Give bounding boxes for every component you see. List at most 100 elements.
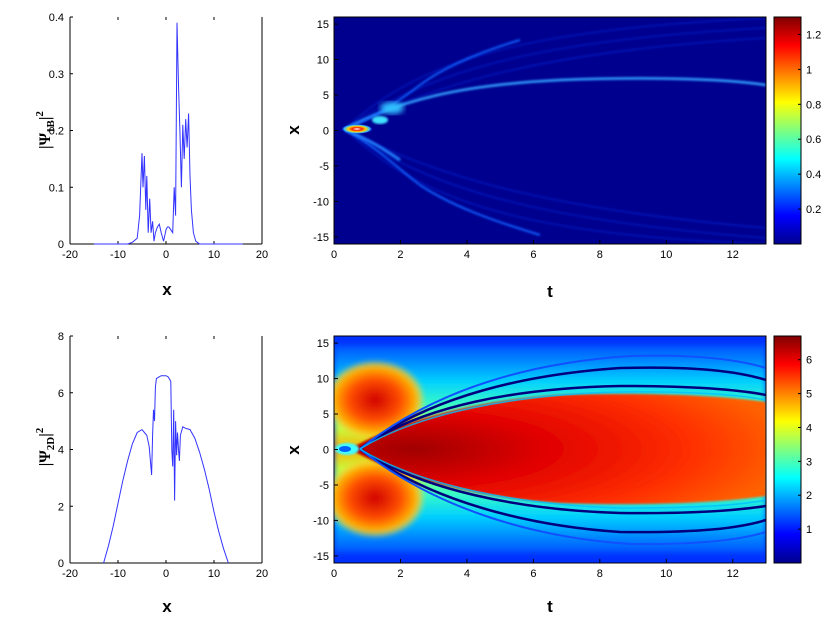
- h1-xtick-label: 12: [727, 249, 739, 261]
- p2-ytick-label: 2: [58, 501, 64, 513]
- heatmap-1b-background: [334, 17, 766, 244]
- colorbar-2d: 1 2 3 4 5 6: [773, 335, 812, 564]
- p1-xtick-label: -10: [110, 249, 126, 261]
- h1-ytick-label: 15: [317, 19, 329, 31]
- profile-1b-ylabel-base: |Ψ: [37, 132, 54, 149]
- heatmap-2d-y-ticks: -15 -10 -5 0 5 10 15: [313, 338, 338, 563]
- heatmap-2d: 0 2 4 6 8 10 12 -15 -10 -5 0 5 10 15 t x: [284, 335, 767, 616]
- p2-xtick-label: 0: [163, 568, 169, 580]
- h1-ytick-label: 10: [317, 55, 329, 67]
- p2-ytick-label: 4: [58, 445, 64, 457]
- profile-1b: -20 -10 0 10 20 0 0.1 0.2 0.3 0.4 x |Ψ1B|2: [34, 12, 268, 299]
- profile-1b-ylabel: |Ψ1B|2: [34, 111, 57, 149]
- p2-xtick-label: 20: [256, 568, 268, 580]
- colorbar-2d-gradient: [773, 335, 802, 564]
- profile-1b-axes: [69, 17, 263, 245]
- profile-2d-line: [103, 375, 229, 564]
- p2-xtick-label: 10: [208, 568, 220, 580]
- h2-xtick-label: 4: [464, 568, 470, 580]
- h2-xtick-label: 10: [660, 568, 672, 580]
- p1-ytick-label: 0.2: [49, 126, 64, 138]
- heatmap-1b-xlabel: t: [547, 282, 553, 301]
- h2-xtick-label: 6: [530, 568, 536, 580]
- p2-ytick-label: 6: [58, 388, 64, 400]
- p1-xtick-label: -20: [62, 249, 78, 261]
- h2-ytick-label: 10: [317, 374, 329, 386]
- p1-ytick-label: 0.1: [49, 182, 64, 194]
- colorbar-1b-gradient: [773, 16, 802, 245]
- cb2-tick-label: 6: [806, 355, 812, 367]
- h2-xtick-label: 12: [727, 568, 739, 580]
- p2-ytick-label: 8: [58, 331, 64, 343]
- h2-ytick-label: -10: [313, 515, 329, 527]
- colorbar-1b: 0.2 0.4 0.6 0.8 1 1.2: [773, 16, 821, 245]
- h2-xtick-label: 0: [331, 568, 337, 580]
- colorbar-1b-ticks: 0.2 0.4 0.6 0.8 1 1.2: [798, 29, 821, 216]
- cb1-tick-label: 0.8: [806, 99, 821, 111]
- p2-xtick-label: -20: [62, 568, 78, 580]
- cb2-tick-label: 4: [806, 422, 812, 434]
- p1-xtick-label: 20: [256, 249, 268, 261]
- h1-xtick-label: 0: [331, 249, 337, 261]
- p1-ytick-label: 0: [58, 239, 64, 251]
- profile-1b-ylabel-sub: 1B: [45, 119, 57, 133]
- h1-ytick-label: -10: [313, 196, 329, 208]
- h1-ytick-label: -5: [319, 161, 329, 173]
- heatmap-2d-features: [334, 345, 766, 553]
- cb1-tick-label: 0.4: [806, 169, 821, 181]
- cb2-tick-label: 3: [806, 456, 812, 468]
- p1-xtick-label: 0: [163, 249, 169, 261]
- h1-xtick-label: 4: [464, 249, 470, 261]
- h2-ytick-label: 15: [317, 338, 329, 350]
- colorbar-2d-ticks: 1 2 3 4 5 6: [798, 355, 812, 536]
- p1-ytick-label: 0.3: [49, 69, 64, 81]
- h2-ytick-label: -15: [313, 551, 329, 563]
- h1-ytick-label: -15: [313, 232, 329, 244]
- heatmap-2d-x-ticks: 0 2 4 6 8 10 12: [331, 559, 739, 580]
- cb1-tick-label: 1.2: [806, 29, 821, 41]
- profile-2d-ylabel: |Ψ2D|2: [34, 427, 57, 466]
- profile-1b-ylabel-sup: 2: [34, 111, 46, 117]
- h2-ytick-label: 0: [323, 445, 329, 457]
- h1-xtick-label: 2: [397, 249, 403, 261]
- heatmap-1b-y-ticks: -15 -10 -5 0 5 10 15: [313, 19, 338, 244]
- heatmap-1b: 0 2 4 6 8 10 12 -15 -10 -5 0 5 10 15 t x: [284, 16, 767, 301]
- cb1-tick-label: 0.2: [806, 204, 821, 216]
- heatmap-1b-features: [341, 17, 766, 244]
- p2-xtick-label: -10: [110, 568, 126, 580]
- profile-2d-ylabel-sup: 2: [34, 427, 46, 433]
- profile-1b-line: [94, 22, 243, 245]
- cb1-tick-label: 0.6: [806, 134, 821, 146]
- cb2-tick-label: 1: [806, 524, 812, 536]
- profile-2d-ylabel-sub: 2D: [45, 437, 57, 451]
- heatmap-1b-ylabel: x: [284, 125, 303, 135]
- h2-xtick-label: 8: [597, 568, 603, 580]
- p1-xtick-label: 10: [208, 249, 220, 261]
- h1-xtick-label: 10: [660, 249, 672, 261]
- heatmap-2d-ylabel: x: [284, 445, 303, 455]
- h2-ytick-label: -5: [319, 480, 329, 492]
- cb2-tick-label: 5: [806, 389, 812, 401]
- h1-ytick-label: 0: [323, 126, 329, 138]
- profile-2d-ylabel-base: |Ψ: [37, 450, 54, 467]
- profile-2d-ticks: -20 -10 0 10 20 0 2 4 6 8: [58, 331, 268, 580]
- cb2-tick-label: 2: [806, 490, 812, 502]
- cb1-tick-label: 1: [806, 64, 812, 76]
- p2-ytick-label: 0: [58, 558, 64, 570]
- h1-ytick-label: 5: [323, 90, 329, 102]
- h2-ytick-label: 5: [323, 409, 329, 421]
- profile-1b-xlabel: x: [162, 280, 172, 299]
- heatmap-1b-x-ticks: 0 2 4 6 8 10 12: [331, 240, 739, 261]
- heatmap-2d-xlabel: t: [547, 597, 553, 616]
- h1-xtick-label: 8: [597, 249, 603, 261]
- profile-1b-ylabel-end: |: [37, 117, 54, 121]
- profile-1b-ticks: -20 -10 0 10 20 0 0.1 0.2 0.3 0.4: [49, 12, 268, 261]
- h2-xtick-label: 2: [397, 568, 403, 580]
- h1-xtick-label: 6: [530, 249, 536, 261]
- profile-2d-axes: [69, 336, 263, 564]
- profile-2d-ylabel-end: |: [37, 433, 54, 437]
- profile-2d-xlabel: x: [162, 597, 172, 616]
- p1-ytick-label: 0.4: [49, 12, 64, 24]
